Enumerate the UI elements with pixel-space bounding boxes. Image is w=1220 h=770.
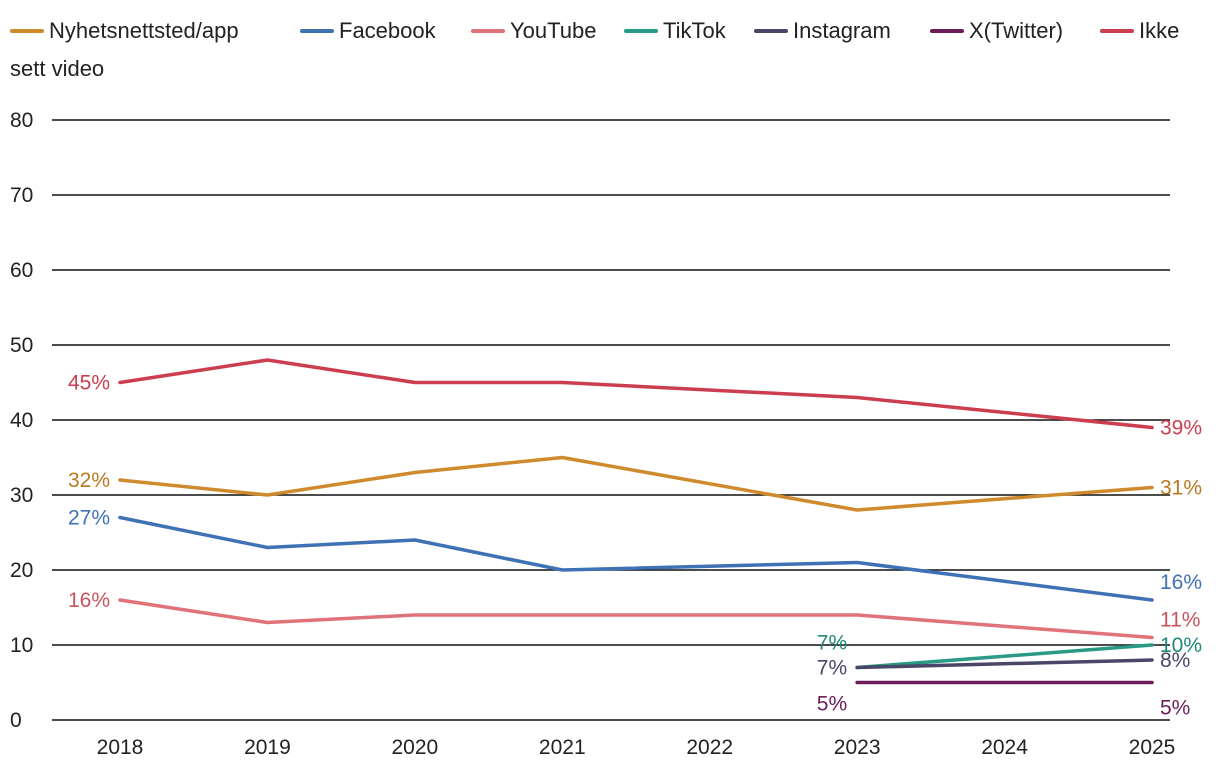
data-label-tiktok-2025: 10% [1160,634,1202,657]
x-tick-label: 2022 [686,736,733,759]
data-label-instagram-2025: 8% [1160,649,1190,672]
x-axis: 2018 2019 2020 2021 2022 2023 2024 2025 [97,736,1176,759]
series-line-ikke-sett-video [118,358,1154,430]
data-label-nyhetsnettsted-app-2025: 31% [1160,477,1202,500]
y-tick-label: 30 [10,484,33,507]
legend-label-nyhetsnettsted-app: Nyhetsnettsted/app [49,18,239,43]
data-label-x-twitter-2025: 5% [1160,697,1190,720]
x-tick-label: 2025 [1129,736,1176,759]
legend-label-x-twitter: X(Twitter) [969,18,1063,43]
x-tick-label: 2021 [539,736,586,759]
series-line-facebook [118,515,1154,602]
data-label-nyhetsnettsted-app-2018: 32% [68,469,110,492]
legend-label-youtube: YouTube [510,18,596,43]
x-tick-label: 2018 [97,736,144,759]
y-tick-label: 70 [10,184,33,207]
data-labels: 32% 31% 27% 16% 16% 11% 7% 10% 7% 8% 5% 5% 45% 39% [68,372,1202,720]
series-line-instagram [855,658,1154,670]
data-label-tiktok-2023: 7% [817,632,847,655]
x-tick-label: 2024 [981,736,1028,759]
y-tick-label: 60 [10,259,33,282]
series-line-tiktok [855,643,1154,670]
data-label-x-twitter-2023: 5% [817,693,847,716]
y-axis: 0 10 20 30 40 50 60 70 80 [10,109,33,732]
gridlines [52,119,1170,721]
data-label-ikke-sett-video-2025: 39% [1160,417,1202,440]
legend-label-continuation: sett video [10,56,104,81]
legend-label-facebook: Facebook [339,18,437,43]
y-tick-label: 10 [10,634,33,657]
y-tick-label: 50 [10,334,33,357]
data-label-facebook-2025: 16% [1160,571,1202,594]
y-tick-label: 40 [10,409,33,432]
legend-label-ikke-sett-video: Ikke [1139,18,1179,43]
data-label-ikke-sett-video-2018: 45% [68,372,110,395]
x-tick-label: 2023 [834,736,881,759]
x-tick-label: 2019 [244,736,291,759]
chart-legend: Nyhetsnettsted/app Facebook YouTube TikTok I… [10,18,1179,81]
y-tick-label: 20 [10,559,33,582]
data-label-instagram-2023: 7% [817,657,847,680]
legend-label-tiktok: TikTok [663,18,727,43]
series-line-nyhetsnettsted-app [118,455,1154,512]
legend-label-instagram: Instagram [793,18,891,43]
y-tick-label: 0 [10,709,22,732]
series-line-youtube [118,598,1154,640]
y-tick-label: 80 [10,109,33,132]
x-tick-label: 2020 [391,736,438,759]
data-label-youtube-2025: 11% [1160,609,1200,632]
data-label-facebook-2018: 27% [68,507,110,530]
data-label-youtube-2018: 16% [68,589,110,612]
series-layer [118,358,1154,685]
